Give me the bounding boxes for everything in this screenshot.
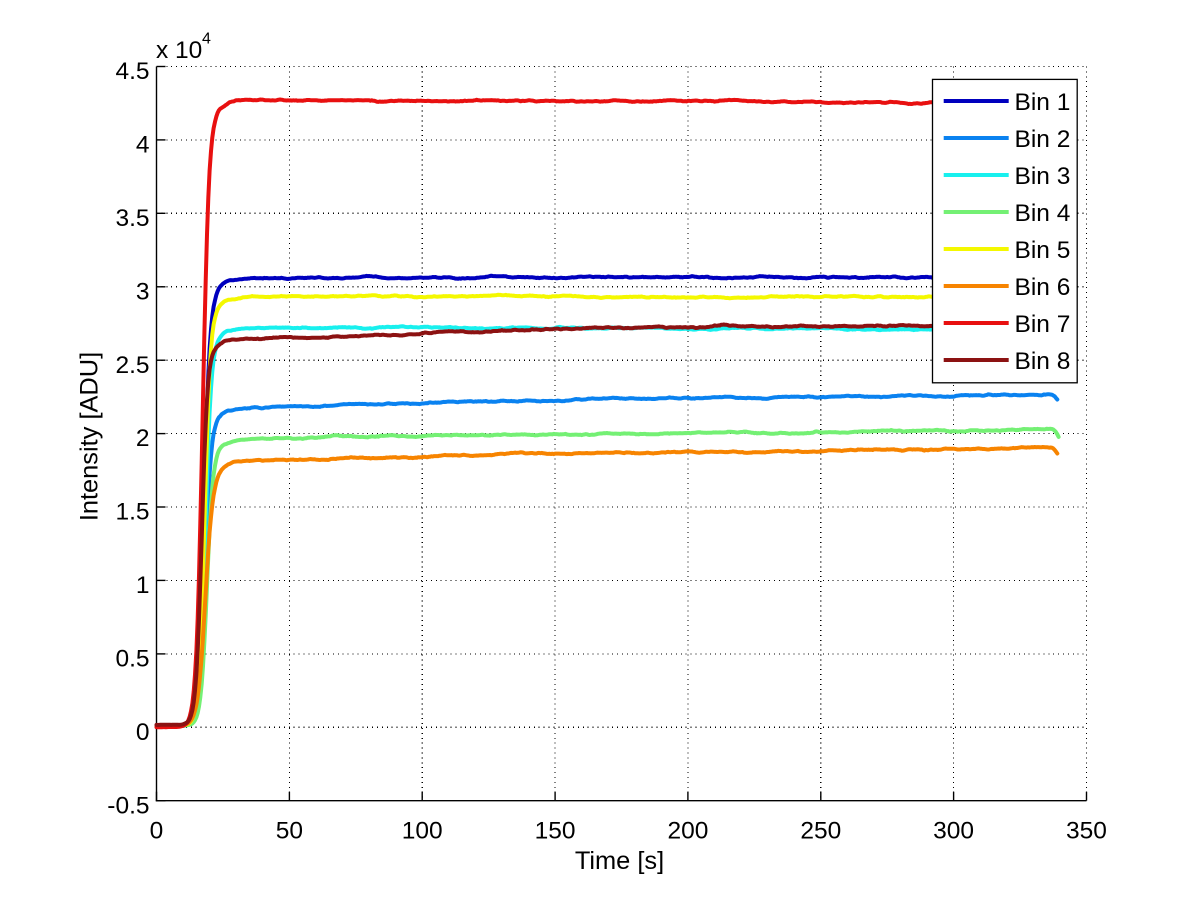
svg-text:350: 350 [1066,817,1107,844]
svg-text:2.5: 2.5 [115,352,149,379]
svg-text:250: 250 [800,817,841,844]
svg-text:2: 2 [136,425,150,452]
svg-text:1.5: 1.5 [115,499,149,526]
svg-text:x 10: x 10 [156,37,202,64]
svg-text:Bin 6: Bin 6 [1015,274,1071,301]
svg-text:3.5: 3.5 [115,205,149,232]
svg-text:0.5: 0.5 [115,646,149,673]
svg-text:4.5: 4.5 [115,58,149,85]
svg-text:0: 0 [136,719,150,746]
svg-text:-0.5: -0.5 [107,792,149,819]
svg-text:200: 200 [667,817,708,844]
svg-text:300: 300 [933,817,974,844]
svg-text:Bin 7: Bin 7 [1015,311,1071,338]
svg-text:Bin 4: Bin 4 [1015,200,1071,227]
svg-text:100: 100 [402,817,443,844]
svg-text:150: 150 [535,817,576,844]
svg-text:Bin 2: Bin 2 [1015,126,1071,153]
svg-text:4: 4 [202,31,211,48]
svg-text:50: 50 [276,817,303,844]
svg-text:Time [s]: Time [s] [575,847,664,875]
svg-text:3: 3 [136,278,150,305]
svg-text:0: 0 [150,817,164,844]
svg-text:1: 1 [136,572,150,599]
svg-text:4: 4 [136,132,150,159]
svg-text:Bin 1: Bin 1 [1015,89,1071,116]
svg-text:Bin 5: Bin 5 [1015,237,1071,264]
svg-text:Bin 3: Bin 3 [1015,163,1071,190]
svg-text:Bin 8: Bin 8 [1015,348,1071,375]
svg-text:Intensity [ADU]: Intensity [ADU] [76,352,104,521]
